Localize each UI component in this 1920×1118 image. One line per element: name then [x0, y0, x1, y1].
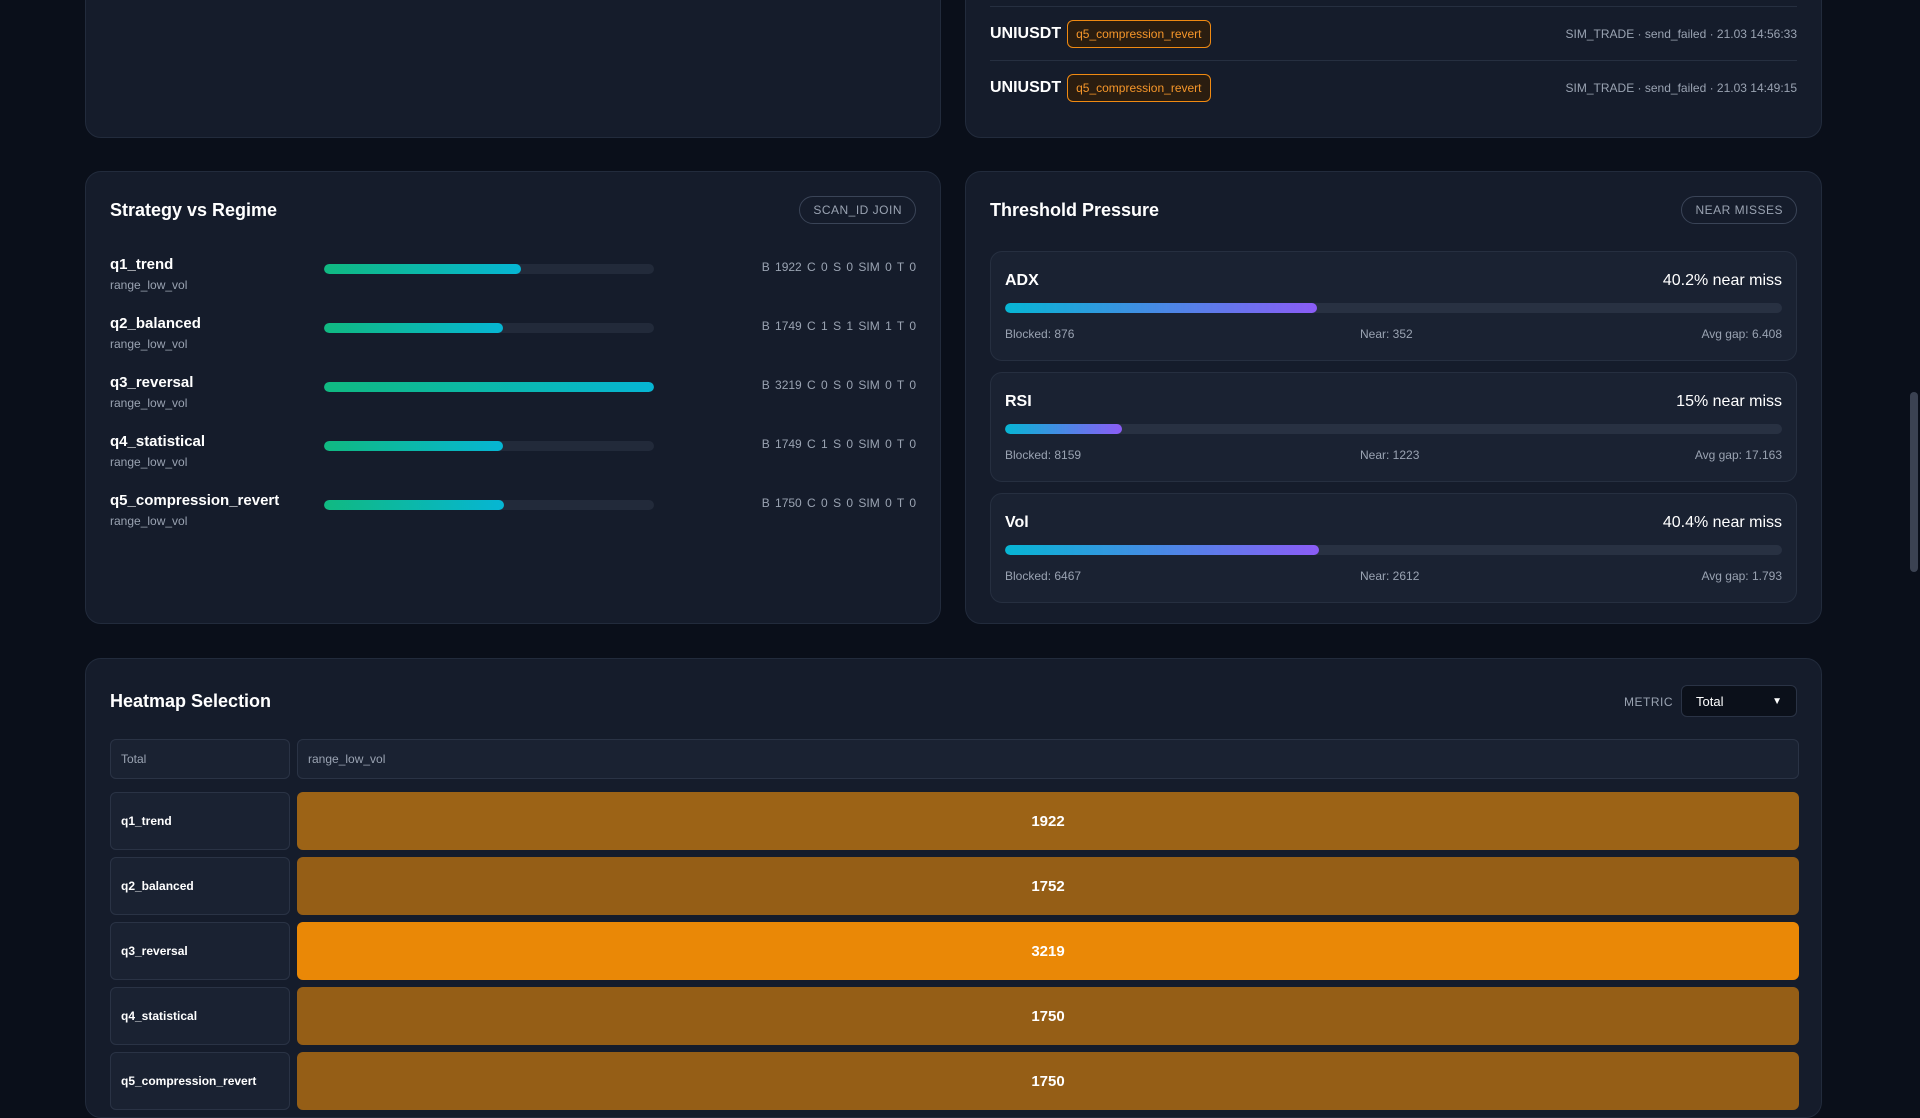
signal-meta: SIM_TRADE · send_failed · 21.03 14:49:15 — [1565, 81, 1797, 95]
strategy-regime-card: Strategy vs Regime SCAN_ID JOIN q1_trend… — [85, 171, 941, 624]
signal-symbol: UNIUSDT — [990, 25, 1062, 42]
strategy-name: q5_compression_revert — [110, 492, 280, 509]
heatmap-corner-header: Total — [110, 739, 290, 779]
strategy-bar-fill — [324, 500, 504, 510]
strategy-bar — [324, 264, 654, 274]
avg-gap: Avg gap: 6.408 — [1701, 327, 1782, 341]
heatmap-row-label: q2_balanced — [110, 857, 290, 915]
strategy-stats: B 1749 C 1 S 1 SIM 1 T 0 — [761, 319, 916, 333]
blocked-count: Blocked: 8159 — [1005, 448, 1082, 462]
heatmap-cell[interactable]: 1750 — [297, 987, 1799, 1045]
threshold-name: RSI — [1005, 393, 1032, 410]
blocked-count: Blocked: 876 — [1005, 327, 1075, 341]
blocked-count: Blocked: 6467 — [1005, 569, 1082, 583]
metric-select[interactable]: Total ▼ — [1681, 685, 1797, 717]
signal-row[interactable]: UNIUSDT q5_compression_revert SIM_TRADE … — [990, 6, 1797, 61]
threshold-bar-fill — [1005, 545, 1319, 555]
strategy-bar — [324, 441, 654, 451]
heatmap-row-label: q5_compression_revert — [110, 1052, 290, 1110]
heatmap-card: Heatmap Selection METRIC Total ▼ Total r… — [85, 658, 1822, 1118]
threshold-bar-fill — [1005, 424, 1122, 434]
signal-row[interactable]: UNIUSDT q5_compression_revert SIM_TRADE … — [990, 60, 1797, 115]
strategy-regime: range_low_vol — [110, 514, 188, 528]
strategy-regime: range_low_vol — [110, 278, 188, 292]
strategy-bar — [324, 500, 654, 510]
card-title: Strategy vs Regime — [110, 200, 278, 220]
threshold-item-vol: Vol 40.4% near miss Blocked: 6467 Near: … — [990, 493, 1797, 603]
signal-symbol: UNIUSDT — [990, 79, 1062, 96]
threshold-item-rsi: RSI 15% near miss Blocked: 8159 Near: 12… — [990, 372, 1797, 482]
strategy-stats: B 1749 C 1 S 0 SIM 0 T 0 — [761, 437, 916, 451]
threshold-name: Vol — [1005, 514, 1029, 531]
avg-gap: Avg gap: 17.163 — [1694, 448, 1782, 462]
strategy-stats: B 1922 C 0 S 0 SIM 0 T 0 — [761, 260, 916, 274]
strategy-bar — [324, 382, 654, 392]
strategy-row: q5_compression_revert range_low_vol B 17… — [110, 492, 916, 540]
signals-card: UNIUSDT q5_compression_revert SIM_TRADE … — [965, 0, 1822, 138]
scrollbar-thumb[interactable] — [1910, 392, 1918, 572]
metric-label: METRIC — [1624, 695, 1673, 709]
page-scrollbar[interactable] — [1907, 0, 1920, 1080]
strategy-bar — [324, 323, 654, 333]
threshold-bar-fill — [1005, 303, 1318, 313]
strategy-tag: q5_compression_revert — [1067, 74, 1211, 102]
heatmap-cell[interactable]: 3219 — [297, 922, 1799, 980]
strategy-bar-fill — [324, 382, 654, 392]
strategy-row: q3_reversal range_low_vol B 3219 C 0 S 0… — [110, 374, 916, 422]
strategy-bar-fill — [324, 323, 504, 333]
card-title: Threshold Pressure — [990, 200, 1160, 220]
avg-gap: Avg gap: 1.793 — [1701, 569, 1782, 583]
strategy-regime: range_low_vol — [110, 455, 188, 469]
threshold-bar — [1005, 303, 1782, 313]
scan-id-join-badge[interactable]: SCAN_ID JOIN — [799, 196, 916, 224]
strategy-stats: B 3219 C 0 S 0 SIM 0 T 0 — [761, 378, 916, 392]
strategy-name: q1_trend — [110, 256, 174, 273]
near-miss-percent: 15% near miss — [1676, 393, 1782, 410]
near-count: Near: 1223 — [1360, 448, 1420, 462]
threshold-bar — [1005, 545, 1782, 555]
strategy-regime: range_low_vol — [110, 337, 188, 351]
near-count: Near: 2612 — [1360, 569, 1420, 583]
threshold-name: ADX — [1005, 272, 1039, 289]
top-left-card — [85, 0, 941, 138]
chevron-down-icon: ▼ — [1772, 695, 1782, 707]
strategy-name: q4_statistical — [110, 433, 206, 450]
heatmap-cell[interactable]: 1752 — [297, 857, 1799, 915]
threshold-bar — [1005, 424, 1782, 434]
strategy-row: q4_statistical range_low_vol B 1749 C 1 … — [110, 433, 916, 481]
strategy-regime: range_low_vol — [110, 396, 188, 410]
heatmap-cell[interactable]: 1750 — [297, 1052, 1799, 1110]
threshold-item-adx: ADX 40.2% near miss Blocked: 876 Near: 3… — [990, 251, 1797, 361]
heatmap-row-label: q1_trend — [110, 792, 290, 850]
near-misses-badge[interactable]: NEAR MISSES — [1681, 196, 1797, 224]
near-miss-percent: 40.2% near miss — [1662, 272, 1782, 289]
strategy-row: q1_trend range_low_vol B 1922 C 0 S 0 SI… — [110, 256, 916, 304]
strategy-name: q2_balanced — [110, 315, 201, 332]
signal-meta: SIM_TRADE · send_failed · 21.03 14:56:33 — [1565, 27, 1797, 41]
heatmap-row-label: q4_statistical — [110, 987, 290, 1045]
strategy-bar-fill — [324, 441, 504, 451]
strategy-tag: q5_compression_revert — [1067, 20, 1211, 48]
card-title: Heatmap Selection — [110, 691, 272, 711]
strategy-bar-fill — [324, 264, 521, 274]
threshold-pressure-card: Threshold Pressure NEAR MISSES ADX 40.2%… — [965, 171, 1822, 624]
near-miss-percent: 40.4% near miss — [1662, 514, 1782, 531]
strategy-name: q3_reversal — [110, 374, 194, 391]
near-count: Near: 352 — [1360, 327, 1413, 341]
strategy-row: q2_balanced range_low_vol B 1749 C 1 S 1… — [110, 315, 916, 363]
strategy-stats: B 1750 C 0 S 0 SIM 0 T 0 — [761, 496, 916, 510]
heatmap-cell[interactable]: 1922 — [297, 792, 1799, 850]
heatmap-row-label: q3_reversal — [110, 922, 290, 980]
heatmap-column-header: range_low_vol — [297, 739, 1799, 779]
metric-select-value: Total — [1696, 693, 1724, 709]
